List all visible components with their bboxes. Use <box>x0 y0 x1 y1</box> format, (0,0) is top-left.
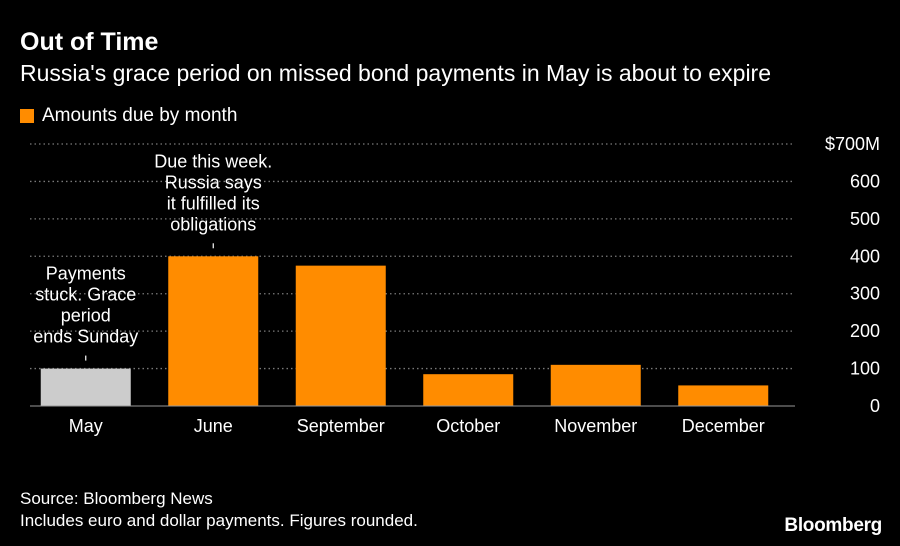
x-tick-label: September <box>297 416 385 436</box>
bar-june <box>168 256 259 406</box>
annotation-text: Russia says <box>165 172 262 192</box>
bloomberg-logo: Bloomberg <box>784 515 882 536</box>
chart-title: Out of Time <box>20 28 159 56</box>
bar-december <box>678 385 769 406</box>
annotation-text: Due this week. <box>154 151 272 171</box>
chart-subtitle: Russia's grace period on missed bond pay… <box>20 60 772 86</box>
annotation-text: obligations <box>170 214 256 234</box>
y-tick-label: $700M <box>825 134 880 154</box>
annotation-text: ends Sunday <box>33 327 138 347</box>
source-note: Source: Bloomberg News <box>20 489 213 508</box>
footnote: Includes euro and dollar payments. Figur… <box>20 511 418 530</box>
annotation-text: it fulfilled its <box>167 193 260 213</box>
x-tick-label: June <box>194 416 233 436</box>
annotation-text: Payments <box>46 264 126 284</box>
annotation-text: period <box>61 306 111 326</box>
y-tick-label: 400 <box>850 246 880 266</box>
x-tick-label: November <box>554 416 637 436</box>
y-tick-label: 600 <box>850 171 880 191</box>
legend-swatch <box>20 109 34 123</box>
y-tick-label: 0 <box>870 396 880 416</box>
legend-label: Amounts due by month <box>42 105 238 126</box>
bar-may <box>40 368 131 406</box>
y-tick-label: 300 <box>850 284 880 304</box>
x-tick-label: May <box>69 416 103 436</box>
y-tick-label: 500 <box>850 209 880 229</box>
bar-november <box>550 364 641 406</box>
x-tick-label: October <box>436 416 500 436</box>
y-tick-label: 100 <box>850 359 880 379</box>
y-tick-label: 200 <box>850 321 880 341</box>
bar-september <box>295 265 386 406</box>
x-tick-label: December <box>682 416 765 436</box>
bar-october <box>423 374 514 406</box>
annotation-text: stuck. Grace <box>35 285 136 305</box>
legend: Amounts due by month <box>20 105 237 127</box>
